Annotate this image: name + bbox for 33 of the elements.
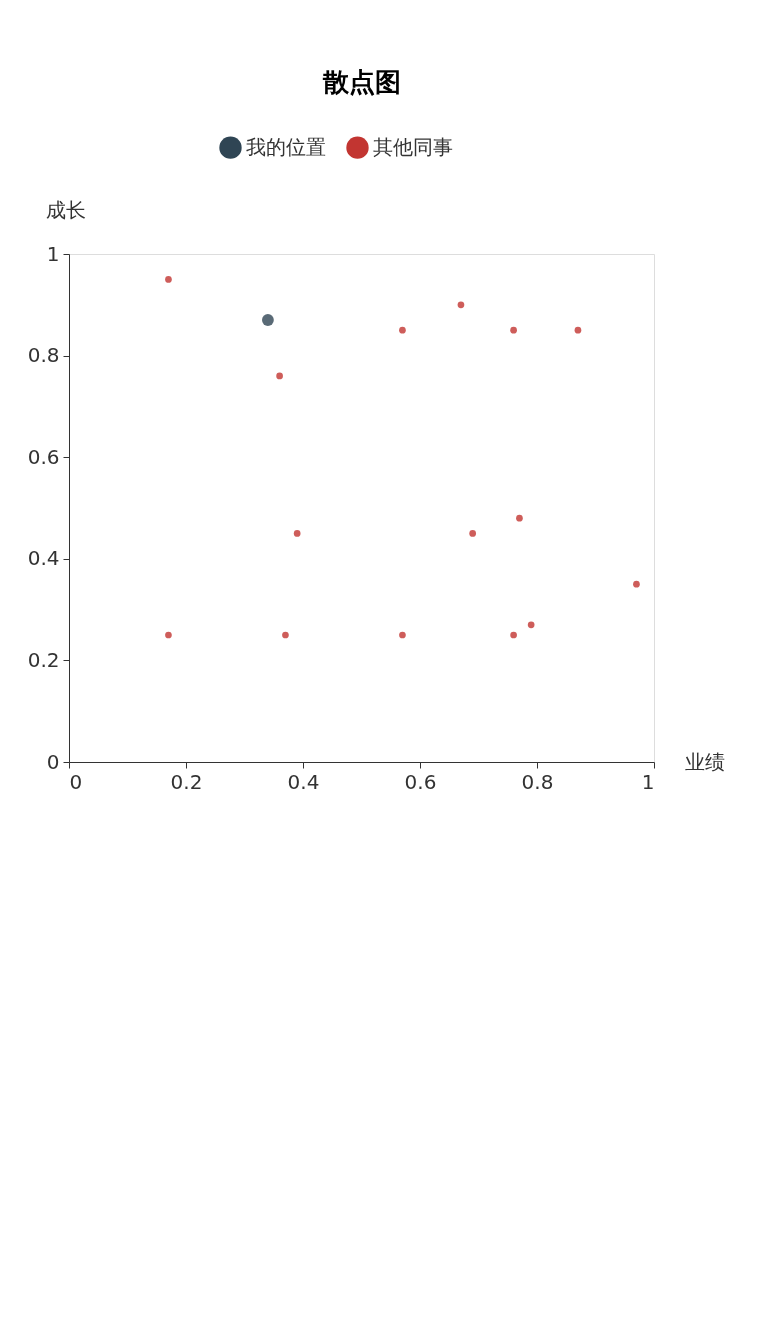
point [633,580,640,588]
y-tick-label: 1 [46,241,60,266]
point [457,301,465,309]
legend-label: 我的位置 [246,134,326,159]
x-axis-title: 业绩 [684,749,725,774]
x-tick-label: 1 [641,769,655,794]
point [165,631,172,639]
point [399,326,406,334]
chart-title: 散点图 [321,67,401,97]
x-tick-label: 0.4 [287,769,320,794]
point [574,326,582,334]
x-tick-label: 0.8 [521,769,554,794]
point [399,631,406,639]
x-tick-label: 0.6 [404,769,437,794]
point [510,326,517,334]
point [276,372,283,380]
y-tick-label: 0.4 [27,546,60,571]
point [527,621,535,629]
y-axis-title: 成长 [45,197,86,222]
y-tick-label: 0 [46,749,60,774]
point [469,530,476,537]
y-tick-label: 0.8 [27,343,60,368]
legend-label: 其他同事 [373,134,453,159]
point [293,530,301,537]
point [261,314,274,326]
point [510,631,517,639]
point [282,631,289,639]
point [165,276,172,283]
y-tick-label: 0.2 [27,647,60,672]
x-tick-label: 0 [69,769,83,794]
point [516,514,523,522]
y-tick-label: 0.6 [27,444,60,469]
x-tick-label: 0.2 [170,769,203,794]
